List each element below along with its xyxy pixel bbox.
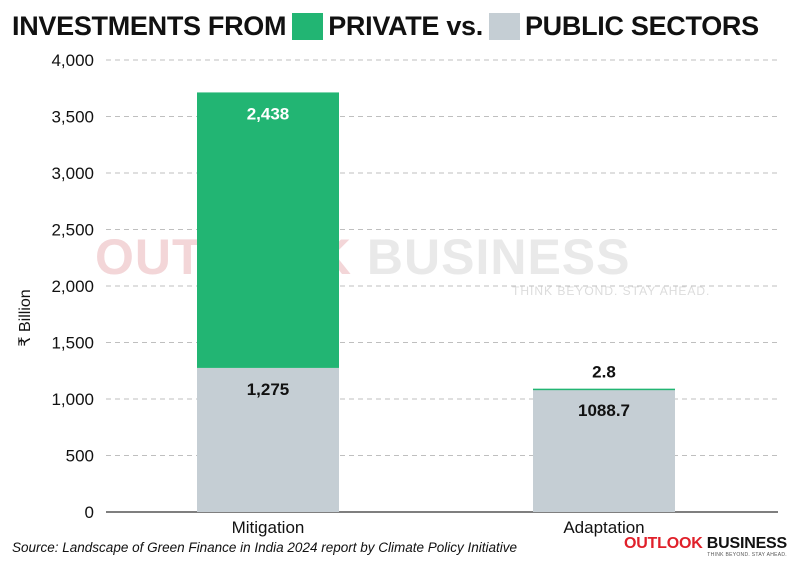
- data-label: 1,275: [247, 380, 290, 399]
- y-tick-label: 0: [85, 503, 94, 522]
- bar-segment: [533, 388, 675, 391]
- y-tick-label: 1,500: [51, 334, 94, 353]
- y-tick-label: 4,000: [51, 51, 94, 70]
- y-tick-label: 3,000: [51, 164, 94, 183]
- data-label: 1088.7: [578, 401, 630, 420]
- chart-title: INVESTMENTS FROM PRIVATE vs. PUBLIC SECT…: [12, 8, 759, 44]
- y-tick-label: 3,500: [51, 108, 94, 127]
- bar-segment: [533, 388, 675, 512]
- brand-outlook: OUTLOOK: [623, 535, 703, 552]
- data-label: 2.8: [592, 363, 616, 382]
- data-label: 2,438: [247, 104, 290, 123]
- y-tick-label: 2,000: [51, 277, 94, 296]
- y-tick-label: 500: [66, 447, 94, 466]
- y-axis-title: ₹ Billion: [17, 289, 34, 346]
- y-tick-label: 1,000: [51, 390, 94, 409]
- watermark-tagline: THINK BEYOND. STAY AHEAD.: [512, 284, 711, 298]
- public-legend-swatch: [488, 12, 520, 40]
- x-tick-label: Adaptation: [563, 518, 644, 537]
- brand-tagline: THINK BEYOND. STAY AHEAD.: [707, 552, 787, 558]
- private-legend-swatch: [292, 12, 324, 40]
- title-part-1: INVESTMENTS FROM: [12, 10, 287, 41]
- title-part-2: PRIVATE vs.: [328, 10, 483, 41]
- y-tick-label: 2,500: [51, 221, 94, 240]
- source-note: Source: Landscape of Green Finance in In…: [12, 540, 518, 555]
- title-part-3: PUBLIC SECTORS: [524, 10, 759, 41]
- bar-segment: [197, 367, 339, 512]
- brand-logo: OUTLOOK BUSINESS THINK BEYOND. STAY AHEA…: [624, 536, 787, 558]
- bar-segment: [197, 92, 339, 368]
- brand-business: BUSINESS: [706, 535, 787, 552]
- x-tick-label: Mitigation: [232, 518, 305, 537]
